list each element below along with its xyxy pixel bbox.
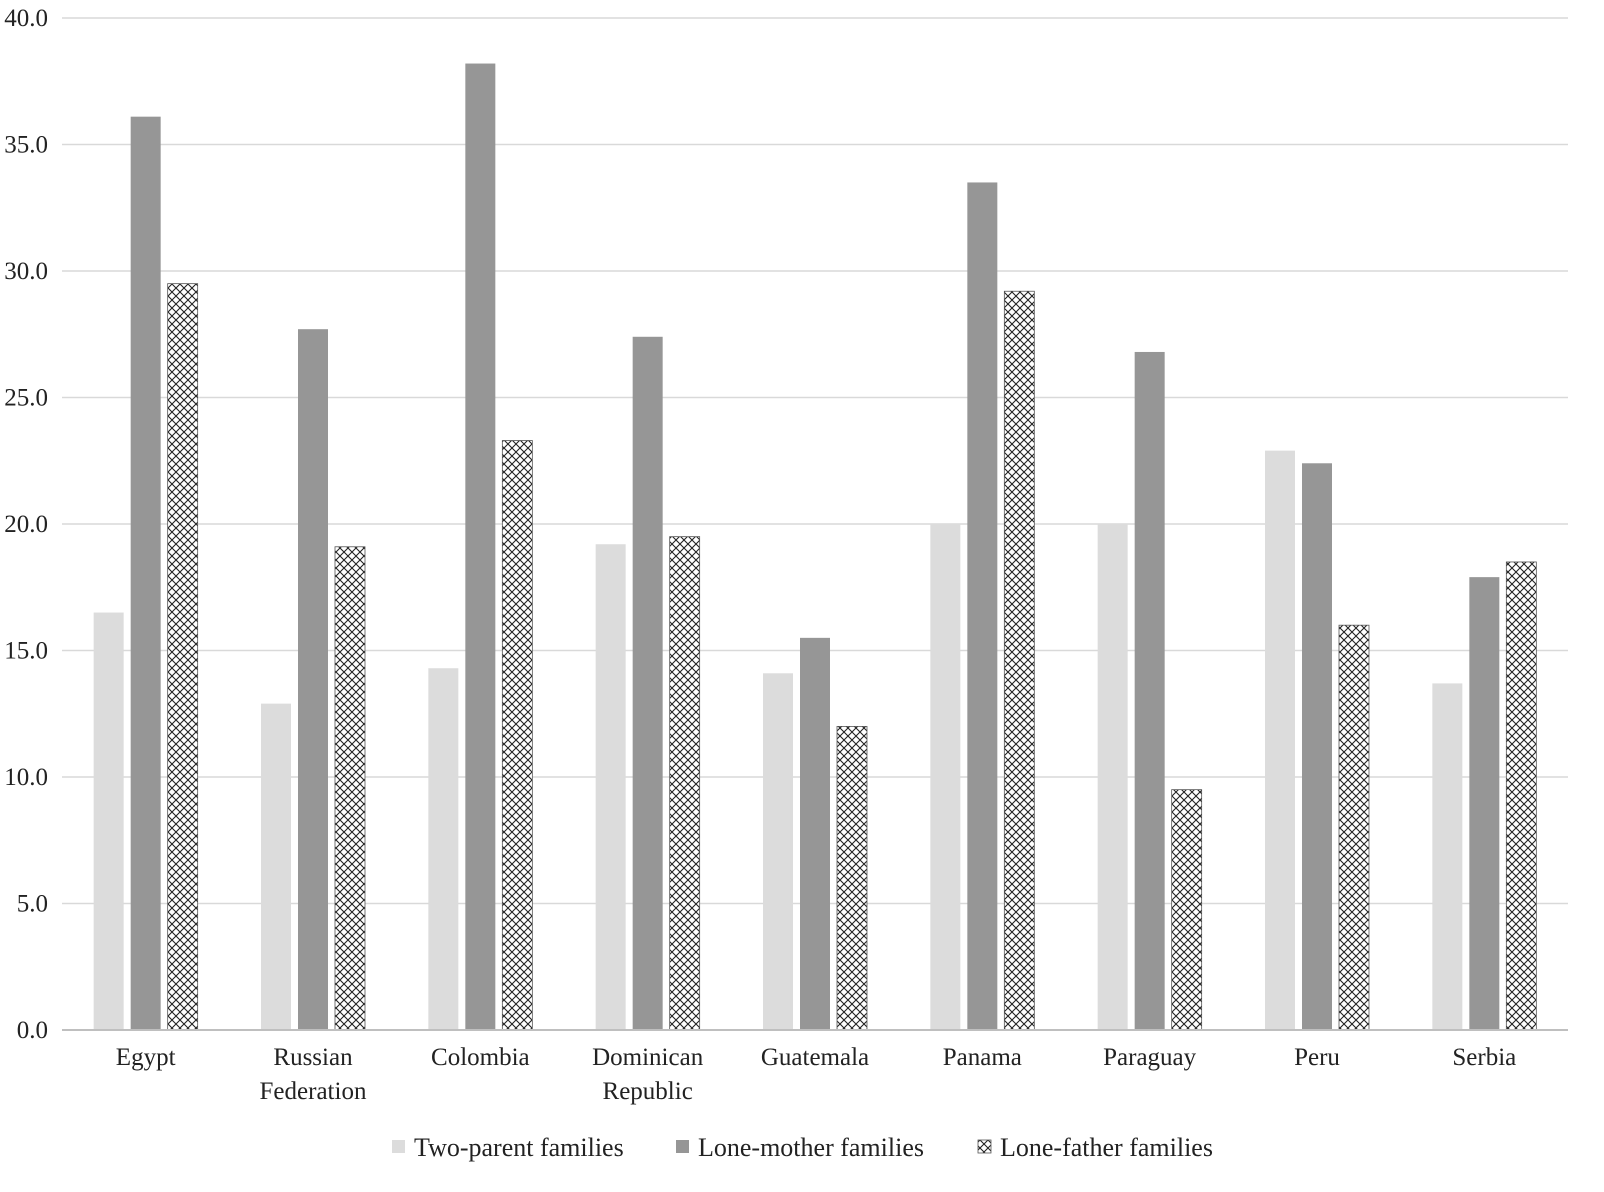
bar-lone-father	[334, 546, 366, 1031]
bar-lone-mother	[632, 336, 663, 1030]
x-category-label: Russian	[273, 1044, 353, 1071]
bar-two-parent	[93, 612, 124, 1030]
bar-two-parent	[1097, 524, 1128, 1030]
x-category-label: Paraguay	[1103, 1044, 1197, 1071]
x-category-label: Guatemala	[761, 1044, 869, 1071]
legend-swatch	[977, 1139, 992, 1154]
y-tick-label: 40.0	[4, 5, 48, 32]
y-tick-label: 30.0	[4, 258, 48, 285]
legend-label: Two-parent families	[414, 1133, 624, 1162]
bar-two-parent	[930, 524, 961, 1030]
bar-lone-mother	[800, 637, 830, 1030]
y-axis-tick-labels: 0.0 5.0 10.0 15.0 20.0 25.0 30.0 35.0 40.0	[4, 5, 48, 1044]
legend-swatch	[392, 1140, 405, 1153]
bar-lone-mother	[1134, 351, 1165, 1031]
bar-lone-mother	[465, 63, 496, 1031]
bar-two-parent	[595, 544, 626, 1030]
y-tick-label: 15.0	[4, 638, 48, 665]
bar-lone-mother	[1469, 577, 1500, 1030]
x-category-label: Dominican	[592, 1044, 704, 1071]
bar-lone-father	[836, 726, 868, 1031]
legend-swatch	[676, 1140, 689, 1153]
x-axis-category-labels: Egypt Russian Federation Colombia Dominican R…	[116, 1044, 1516, 1105]
x-category-label: Federation	[260, 1078, 367, 1105]
x-category-label: Colombia	[431, 1044, 530, 1071]
y-tick-label: 20.0	[4, 511, 48, 538]
bar-lone-father	[1338, 624, 1370, 1031]
bar-lone-mother	[298, 329, 328, 1030]
y-tick-label: 10.0	[4, 764, 48, 791]
x-category-label: Panama	[943, 1044, 1022, 1071]
y-tick-label: 25.0	[4, 385, 48, 412]
x-category-label: Republic	[603, 1078, 693, 1105]
y-tick-label: 5.0	[17, 891, 48, 918]
bar-lone-father	[167, 283, 199, 1031]
legend-label: Lone-mother families	[698, 1133, 924, 1162]
bar-two-parent	[1265, 450, 1295, 1030]
bar-lone-father	[1003, 290, 1035, 1031]
y-tick-label: 0.0	[17, 1017, 48, 1044]
legend: Two-parent families Lone-mother families L…	[392, 1133, 1213, 1162]
bar-lone-father	[1171, 789, 1203, 1031]
x-category-label: Serbia	[1452, 1044, 1516, 1071]
bar-lone-mother	[1302, 463, 1332, 1030]
bar-two-parent	[763, 673, 793, 1030]
x-category-label: Egypt	[116, 1044, 176, 1071]
bar-two-parent	[1432, 683, 1463, 1030]
x-category-label: Peru	[1294, 1044, 1340, 1071]
bars	[93, 63, 1537, 1031]
bar-lone-mother	[967, 182, 998, 1030]
bar-two-parent	[428, 668, 459, 1030]
bar-lone-father	[501, 440, 533, 1031]
bar-lone-mother	[130, 116, 161, 1031]
bar-lone-father	[1505, 561, 1537, 1031]
legend-label: Lone-father families	[1000, 1133, 1213, 1162]
y-tick-label: 35.0	[4, 132, 48, 159]
bar-lone-father	[669, 536, 701, 1031]
bar-two-parent	[261, 703, 291, 1030]
